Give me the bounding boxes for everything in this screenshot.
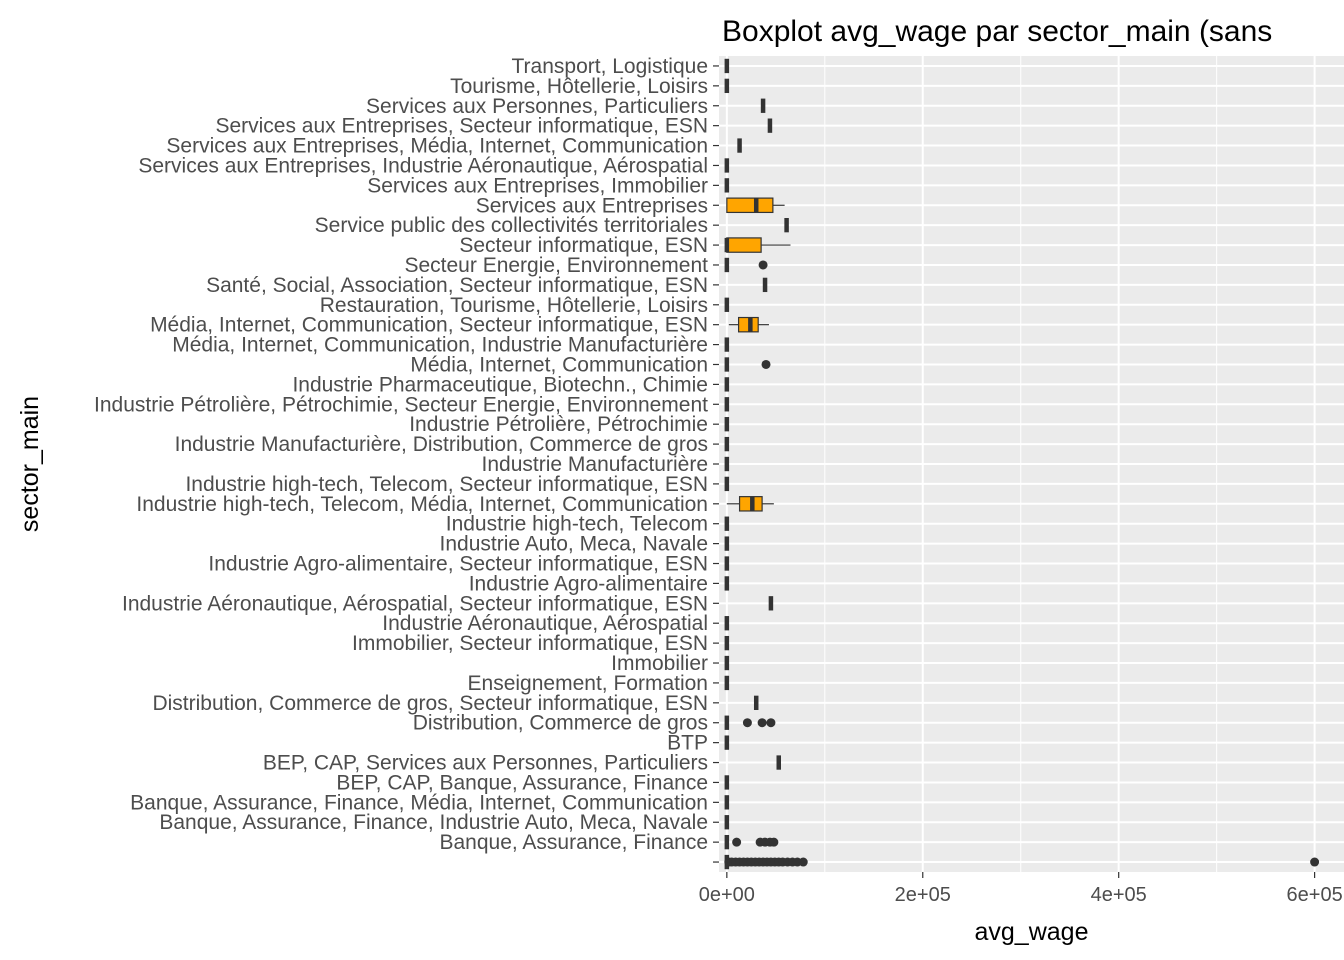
x-tick-label: 0e+00 xyxy=(699,884,755,906)
y-tick-label: Transport, Logistique xyxy=(512,55,709,78)
y-tick-label: Industrie Manufacturière xyxy=(482,453,708,476)
grid-major xyxy=(719,56,1344,872)
y-tick-label: Services aux Entreprises, Industrie Aéro… xyxy=(138,154,708,177)
y-tick-label: Industrie Pétrolière, Pétrochimie, Secte… xyxy=(94,393,708,416)
y-tick-label: Industrie high-tech, Telecom xyxy=(446,513,708,536)
y-tick-label: Banque, Assurance, Finance, Média, Inter… xyxy=(130,791,708,814)
outlier-point xyxy=(761,359,771,369)
box-27 xyxy=(728,316,769,333)
y-tick-label: Média, Internet, Communication, Secteur … xyxy=(150,314,708,337)
x-axis-ticks: 0e+00 2e+05 4e+05 6e+05 xyxy=(699,872,1343,906)
y-tick-label: BEP, CAP, Banque, Assurance, Finance xyxy=(336,771,708,794)
y-tick-label: Industrie Agro-alimentaire xyxy=(469,572,708,595)
y-tick-label: Distribution, Commerce de gros xyxy=(413,712,708,735)
outlier-point xyxy=(766,718,776,728)
y-tick-label: Immobilier, Secteur informatique, ESN xyxy=(352,632,708,655)
box-31 xyxy=(724,237,791,253)
y-tick-label: Média, Internet, Communication xyxy=(410,353,708,376)
x-tick-label: 2e+05 xyxy=(895,884,951,906)
y-axis-title: sector_main xyxy=(16,396,44,532)
y-tick-label: Services aux Entreprises, Immobilier xyxy=(367,174,708,197)
box-0 xyxy=(724,854,1320,870)
box-30 xyxy=(724,257,768,273)
y-tick-label: Services aux Entreprises xyxy=(476,194,708,217)
y-tick-label: Distribution, Commerce de gros, Secteur … xyxy=(152,692,708,715)
y-tick-label: Secteur informatique, ESN xyxy=(459,234,708,257)
y-tick-label: Industrie Agro-alimentaire, Secteur info… xyxy=(208,553,708,576)
y-tick-label: Média, Internet, Communication, Industri… xyxy=(172,334,708,357)
box-iqr xyxy=(726,197,774,214)
y-tick-label: Industrie Auto, Meca, Navale xyxy=(440,533,708,556)
box-iqr xyxy=(726,237,762,253)
y-tick-label: Industrie high-tech, Telecom, Média, Int… xyxy=(136,493,708,516)
chart-title: Boxplot avg_wage par sector_main (sans xyxy=(722,15,1272,48)
y-tick-label: Industrie Manufacturière, Distribution, … xyxy=(175,433,708,456)
y-tick-label: Banque, Assurance, Finance, Industrie Au… xyxy=(159,811,708,834)
y-tick-label: Secteur Energie, Environnement xyxy=(404,254,708,277)
y-tick-label: Industrie Pharmaceutique, Biotechn., Chi… xyxy=(292,373,708,396)
y-tick-label: Santé, Social, Association, Secteur info… xyxy=(206,274,708,297)
y-tick-label: Industrie high-tech, Telecom, Secteur in… xyxy=(185,473,708,496)
y-tick-label: Services aux Personnes, Particuliers xyxy=(366,95,708,118)
x-tick-label: 6e+05 xyxy=(1287,884,1343,906)
box-marks xyxy=(724,58,1320,870)
outlier-point xyxy=(1310,857,1320,867)
y-tick-label: Enseignement, Formation xyxy=(468,672,708,695)
outlier-point xyxy=(742,718,752,728)
y-tick-label: BTP xyxy=(667,732,708,755)
y-tick-label: Service public des collectivités territo… xyxy=(315,214,708,237)
y-tick-label: Industrie Aéronautique, Aérospatial, Sec… xyxy=(122,592,708,615)
x-tick-label: 4e+05 xyxy=(1091,884,1147,906)
y-tick-label: Immobilier xyxy=(611,652,708,675)
x-axis-title: avg_wage xyxy=(975,918,1089,946)
y-tick-label: Services aux Entreprises, Secteur inform… xyxy=(215,115,708,138)
y-tick-label: Tourisme, Hôtellerie, Loisirs xyxy=(450,75,708,98)
y-tick-label: Restauration, Tourisme, Hôtellerie, Lois… xyxy=(320,294,708,317)
outlier-point xyxy=(757,718,767,728)
outlier-point xyxy=(758,260,768,270)
y-tick-label: Industrie Aéronautique, Aérospatial xyxy=(382,612,708,635)
y-tick-label: Services aux Entreprises, Média, Interne… xyxy=(166,135,708,158)
box-33 xyxy=(726,197,785,214)
y-tick-label: BEP, CAP, Services aux Personnes, Partic… xyxy=(263,752,708,775)
box-18 xyxy=(726,496,774,512)
box-25 xyxy=(724,357,771,372)
outlier-point xyxy=(798,857,808,867)
y-tick-label: Industrie Pétrolière, Pétrochimie xyxy=(409,413,708,436)
outlier-point xyxy=(769,837,779,847)
box-7 xyxy=(724,715,776,730)
y-tick-label: Banque, Assurance, Finance xyxy=(439,831,708,854)
box-1 xyxy=(724,834,779,850)
outlier-point xyxy=(732,837,742,847)
